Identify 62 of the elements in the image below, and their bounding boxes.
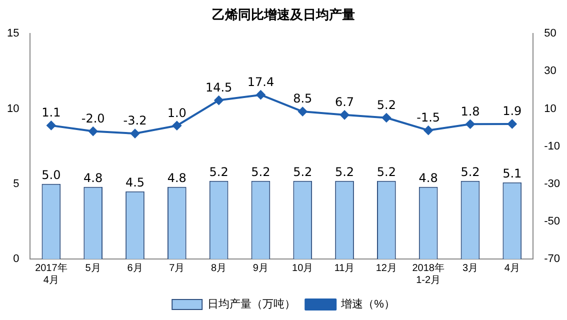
point xyxy=(46,120,56,130)
legend-label: 增速（%） xyxy=(340,298,395,311)
y-tick-label: 0 xyxy=(13,253,20,266)
data-label: 17.4 xyxy=(247,74,274,89)
point xyxy=(172,121,182,130)
x-tick-label: 9月 xyxy=(252,262,268,274)
data-label: 4.5 xyxy=(125,176,145,190)
x-tick-label: 2018年 1-2月 xyxy=(412,262,444,286)
point xyxy=(382,113,391,122)
data-label: -3.2 xyxy=(123,114,147,128)
point xyxy=(424,126,433,135)
data-label: 4.8 xyxy=(167,170,186,185)
data-label: 5.2 xyxy=(334,164,354,179)
data-label: 5.2 xyxy=(251,164,270,179)
y2-tick-label: 50 xyxy=(544,28,556,40)
data-label: 1.1 xyxy=(42,106,61,120)
point xyxy=(340,110,350,120)
point xyxy=(466,120,475,129)
x-tick-label: 6月 xyxy=(127,262,143,274)
data-label: 1.0 xyxy=(167,106,186,120)
data-label: 8.5 xyxy=(293,92,312,106)
data-label: 5.2 xyxy=(460,164,480,179)
x-tick-label: 5月 xyxy=(85,262,101,274)
data-label: 4.8 xyxy=(418,170,438,185)
x-tick-label: 12月 xyxy=(376,262,397,274)
y2-tick-label: -50 xyxy=(544,215,560,228)
x-tick-label: 11月 xyxy=(334,262,355,274)
point xyxy=(214,96,224,105)
y-tick-label: 5 xyxy=(13,178,20,190)
x-tick-label: 4月 xyxy=(504,262,520,274)
data-label: 5.0 xyxy=(42,168,61,182)
data-label: -1.5 xyxy=(416,110,440,124)
point xyxy=(88,126,98,136)
data-label: 14.5 xyxy=(205,80,232,94)
y2-tick-label: 30 xyxy=(544,65,556,78)
x-tick-label: 3月 xyxy=(462,262,478,274)
y-tick-label: 10 xyxy=(6,102,20,115)
y2-tick-label: -10 xyxy=(544,140,560,152)
x-tick-label: 8月 xyxy=(211,262,227,274)
data-label: 6.7 xyxy=(334,95,354,110)
legend-label: 日均产量（万吨） xyxy=(208,298,296,311)
data-label: 5.1 xyxy=(502,166,522,180)
y-tick-label: 15 xyxy=(6,28,20,40)
x-tick-label: 2017年 4月 xyxy=(35,262,68,286)
data-label: 5.2 xyxy=(376,98,396,112)
data-label: 1.9 xyxy=(502,104,522,118)
point xyxy=(130,129,140,138)
y2-tick-label: 10 xyxy=(544,102,556,115)
chart-title: 乙烯同比增速及日均产量 xyxy=(212,7,355,24)
data-label: 4.8 xyxy=(84,170,103,185)
data-label: 1.8 xyxy=(460,104,480,118)
data-label: 5.2 xyxy=(293,164,312,179)
y2-tick-label: -70 xyxy=(544,253,560,266)
data-label: 5.2 xyxy=(376,164,396,179)
x-tick-label: 7月 xyxy=(169,262,185,274)
point xyxy=(508,119,517,128)
data-label: -2.0 xyxy=(81,111,105,126)
point xyxy=(256,90,266,100)
data-label: 5.2 xyxy=(209,164,228,179)
y2-tick-label: -30 xyxy=(544,178,560,190)
point xyxy=(298,107,308,116)
x-tick-label: 10月 xyxy=(292,262,314,274)
